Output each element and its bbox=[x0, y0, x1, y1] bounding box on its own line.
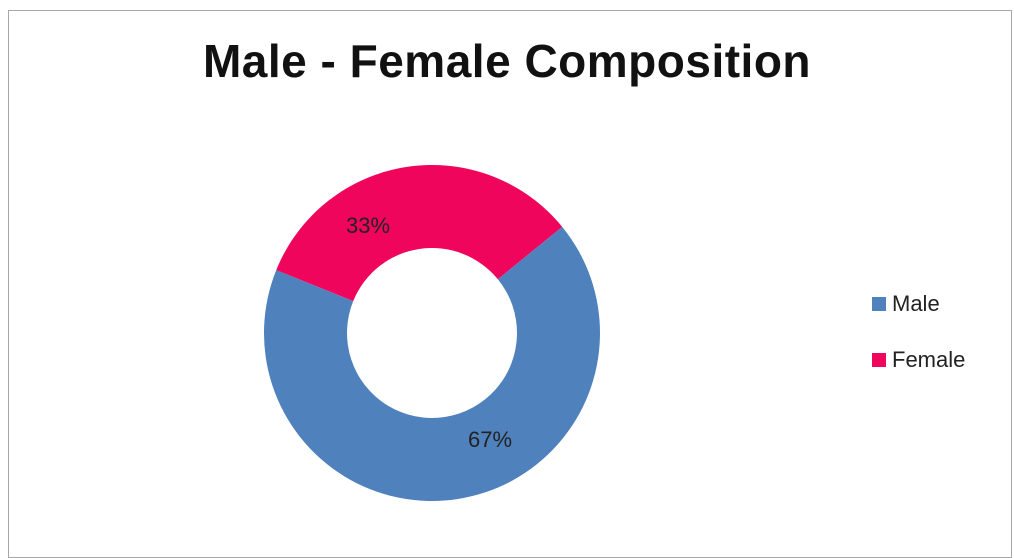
donut-slice-male bbox=[264, 226, 600, 502]
legend-item-female: Female bbox=[872, 346, 965, 374]
data-label-female: 33% bbox=[346, 213, 390, 238]
data-label-male: 67% bbox=[468, 427, 512, 452]
legend-swatch-female bbox=[872, 353, 886, 367]
legend-label-female: Female bbox=[892, 347, 966, 372]
legend-swatch-male bbox=[872, 297, 886, 311]
donut-slice-female bbox=[276, 164, 563, 302]
chart-title: Male - Female Composition bbox=[202, 35, 812, 87]
legend-label-male: Male bbox=[892, 291, 940, 316]
legend-item-male: Male bbox=[872, 290, 965, 318]
legend: Male Female bbox=[872, 290, 965, 402]
